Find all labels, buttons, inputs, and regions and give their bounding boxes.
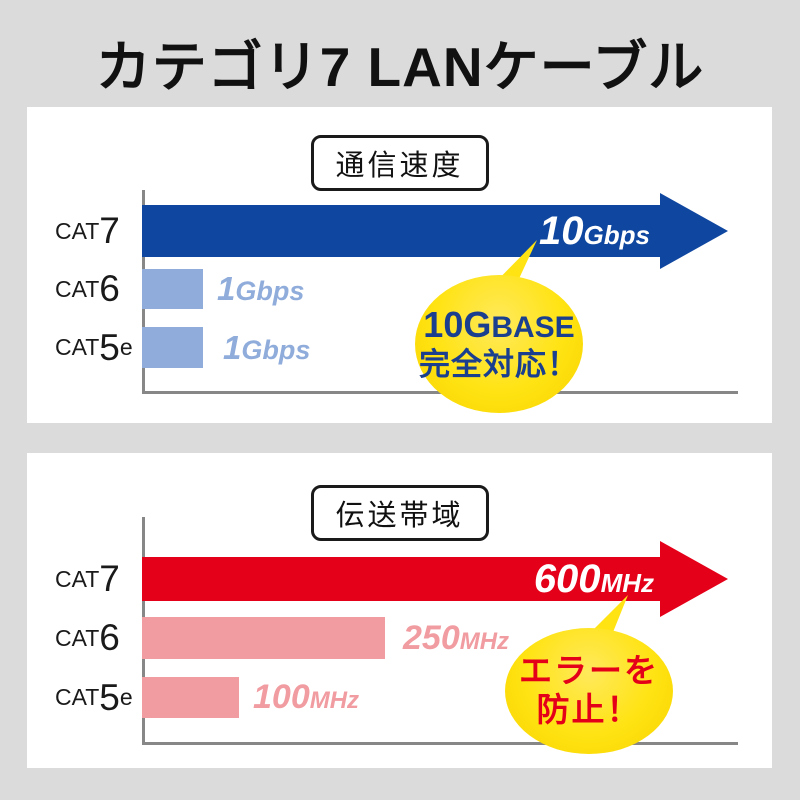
- value-number: 250: [403, 619, 460, 657]
- cat6-band-bar: [142, 617, 385, 659]
- bubble-line2: 完全対応！: [419, 346, 579, 382]
- cat5e-band-bar: [142, 677, 239, 718]
- cat-number: 5: [99, 326, 120, 368]
- value-unit: MHz: [309, 687, 360, 714]
- cat-prefix: CAT: [55, 275, 100, 302]
- cat-prefix: CAT: [55, 334, 100, 360]
- cat6-band-value: 250MHz: [403, 617, 509, 666]
- bubble-line1: 10GBASE: [423, 304, 574, 346]
- band-cat6-label: CAT 6: [55, 617, 120, 659]
- value-number: 10: [539, 209, 584, 253]
- cat7-speed-arrow-head: [660, 193, 728, 269]
- cat-number: 7: [99, 210, 120, 251]
- band-cat5e-label: CAT 5 e: [55, 677, 133, 718]
- band-chart-title: 伝送帯域: [310, 485, 489, 541]
- speed-chart-title: 通信速度: [310, 135, 489, 191]
- page-title: カテゴリ7 LANケーブル: [95, 36, 705, 98]
- cat-number: 5: [99, 676, 120, 718]
- cat-prefix: CAT: [55, 217, 100, 244]
- cat-suffix: e: [119, 334, 133, 360]
- band-cat7-label: CAT 7: [55, 557, 120, 601]
- value-unit: MHz: [459, 628, 510, 655]
- cat-prefix: CAT: [55, 684, 100, 710]
- cat-number: 7: [99, 558, 120, 599]
- value-number: 1: [223, 329, 242, 366]
- value-number: 100: [253, 678, 310, 716]
- cat-number: 6: [99, 617, 120, 658]
- cat7-band-arrow-head: [660, 541, 728, 617]
- speed-cat7-label: CAT 7: [55, 205, 120, 257]
- value-unit: Gbps: [241, 335, 311, 365]
- cat-suffix: e: [119, 684, 133, 710]
- band-x-axis: [142, 742, 738, 745]
- cat6-speed-value: 1Gbps: [217, 269, 304, 316]
- bubble-text-base: BASE: [491, 311, 575, 345]
- bubble-line1: エラーを: [519, 652, 659, 690]
- cat5e-band-value: 100MHz: [253, 677, 359, 724]
- cat7-speed-arrow-body: [142, 205, 660, 257]
- speed-callout-bubble: 10GBASE 完全対応！: [415, 275, 583, 413]
- value-number: 600: [533, 557, 601, 601]
- cat7-speed-value: 10Gbps: [142, 205, 650, 266]
- cat7-band-value: 600MHz: [142, 557, 654, 610]
- cat6-speed-bar: [142, 269, 203, 309]
- value-unit: Gbps: [235, 276, 305, 306]
- cat5e-speed-value: 1Gbps: [223, 327, 310, 375]
- cat5e-speed-bar: [142, 327, 203, 368]
- bubble-line2: 防止！: [536, 691, 642, 728]
- cat-prefix: CAT: [55, 624, 100, 651]
- value-unit: Gbps: [583, 220, 650, 250]
- cat7-band-arrow-body: [142, 557, 660, 601]
- value-number: 1: [217, 270, 236, 307]
- speed-cat5e-label: CAT 5 e: [55, 327, 133, 368]
- band-callout-bubble: エラーを 防止！: [505, 628, 673, 754]
- speed-cat6-label: CAT 6: [55, 268, 120, 309]
- value-unit: MHz: [600, 568, 654, 598]
- speed-chart-panel: 通信速度 CAT 7 10Gbps CAT 6 1Gbps CAT 5 e 1Gbps …: [27, 107, 772, 423]
- bubble-text-10g: 10G: [423, 304, 492, 346]
- cat-number: 6: [99, 268, 120, 309]
- cat-prefix: CAT: [55, 565, 100, 592]
- band-chart-panel: 伝送帯域 CAT 7 600MHz CAT 6 250MHz CAT 5 e 100MH…: [27, 453, 772, 768]
